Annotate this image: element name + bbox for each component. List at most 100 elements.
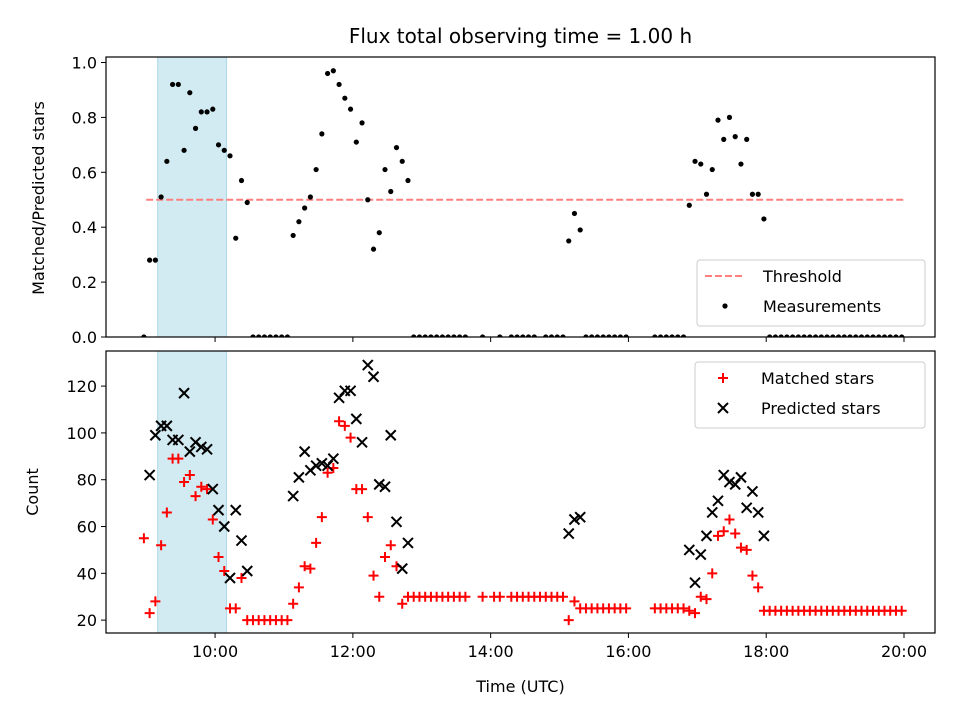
measurement-point bbox=[336, 81, 342, 88]
measurement-point bbox=[663, 334, 669, 337]
predicted-star-point bbox=[207, 483, 219, 495]
predicted-star-point bbox=[184, 445, 196, 458]
legend-box bbox=[696, 259, 926, 327]
measurement-point bbox=[830, 334, 836, 337]
measurement-point bbox=[675, 334, 681, 337]
measurement-point bbox=[669, 334, 675, 337]
predicted-star-point bbox=[195, 441, 208, 453]
measurement-point bbox=[267, 334, 273, 337]
measurement-point bbox=[761, 216, 767, 222]
matched-star-point bbox=[156, 540, 167, 551]
measurement-point bbox=[864, 334, 870, 337]
measurement-point bbox=[767, 334, 773, 337]
measurement-point bbox=[543, 334, 549, 337]
measurement-point bbox=[497, 334, 503, 337]
measurement-point bbox=[790, 334, 796, 337]
measurement-point bbox=[686, 202, 692, 208]
measurement-point bbox=[382, 166, 388, 173]
matched-star-point bbox=[477, 591, 488, 602]
measurement-point bbox=[514, 334, 520, 337]
measurement-point bbox=[755, 191, 761, 197]
measurement-point bbox=[296, 219, 302, 225]
measurement-point bbox=[175, 81, 181, 88]
matched-star-point bbox=[305, 563, 316, 574]
matched-star-point bbox=[334, 416, 345, 427]
predicted-star-point bbox=[367, 371, 380, 383]
legend-box bbox=[694, 361, 926, 429]
measurement-point bbox=[835, 334, 842, 337]
predicted-star-point bbox=[735, 471, 747, 484]
measurement-point bbox=[411, 334, 417, 337]
matched-star-point bbox=[207, 514, 218, 525]
matched-star-point bbox=[345, 432, 356, 443]
measurement-point bbox=[325, 70, 331, 77]
predicted-star-point bbox=[316, 457, 328, 470]
legend-label: Predicted stars bbox=[761, 399, 881, 418]
measurement-point bbox=[319, 131, 325, 137]
matched-star-point bbox=[161, 507, 172, 518]
matched-star-point bbox=[718, 526, 729, 537]
measurement-point bbox=[256, 334, 262, 337]
matched-star-point bbox=[357, 484, 368, 495]
matched-star-point bbox=[316, 512, 327, 523]
measurement-point bbox=[370, 246, 377, 252]
measurement-point bbox=[807, 334, 813, 337]
predicted-star-point bbox=[574, 511, 586, 523]
y-tick-label: 20 bbox=[77, 611, 97, 630]
predicted-star-point bbox=[695, 548, 707, 561]
matched-star-point bbox=[184, 470, 195, 481]
measurement-point bbox=[858, 334, 865, 337]
measurement-point bbox=[480, 334, 486, 337]
predicted-star-point bbox=[287, 490, 299, 502]
measurement-point bbox=[227, 153, 233, 159]
measurement-point bbox=[158, 194, 164, 200]
measurement-point bbox=[876, 334, 882, 337]
measurement-point bbox=[612, 334, 618, 337]
measurement-point bbox=[290, 232, 296, 239]
y-tick-label: 0.0 bbox=[72, 328, 97, 347]
measurement-point bbox=[353, 139, 359, 145]
x-axis-label: Time (UTC) bbox=[475, 677, 564, 696]
matched-star-point bbox=[712, 530, 723, 541]
measurement-point bbox=[388, 188, 394, 195]
measurement-point bbox=[824, 334, 830, 337]
measurement-point bbox=[703, 191, 710, 197]
y-tick-label: 120 bbox=[66, 377, 97, 396]
matched-star-point bbox=[374, 591, 385, 602]
measurement-point bbox=[566, 238, 572, 244]
y-tick-label: 0.8 bbox=[72, 108, 97, 127]
legend-label: Threshold bbox=[762, 267, 842, 286]
measurement-point bbox=[169, 81, 176, 88]
measurement-point bbox=[841, 334, 847, 337]
matched-star-point bbox=[753, 582, 764, 593]
measurement-point bbox=[164, 158, 170, 164]
matched-star-point bbox=[311, 537, 322, 548]
predicted-star-point bbox=[390, 516, 403, 528]
measurement-point bbox=[870, 334, 876, 337]
measurement-point bbox=[192, 125, 199, 131]
legend-label: Matched stars bbox=[761, 369, 874, 388]
matched-star-point bbox=[557, 591, 568, 602]
x-tick-label: 18:00 bbox=[743, 642, 789, 661]
predicted-star-point bbox=[161, 420, 173, 432]
matched-star-point bbox=[684, 605, 695, 616]
predicted-star-point bbox=[178, 387, 190, 399]
measurement-point bbox=[778, 334, 784, 337]
measurement-point bbox=[520, 334, 526, 337]
matched-star-point bbox=[460, 591, 471, 602]
measurement-point bbox=[548, 334, 555, 337]
plot-area bbox=[138, 351, 907, 633]
measurement-point bbox=[187, 90, 193, 96]
measurement-point bbox=[715, 117, 721, 123]
measurement-point bbox=[732, 134, 738, 140]
measurement-point bbox=[365, 197, 371, 203]
measurement-point bbox=[416, 334, 423, 337]
matched-star-point bbox=[896, 605, 907, 616]
measurement-point bbox=[801, 334, 807, 337]
y-tick-label: 0.4 bbox=[72, 218, 97, 237]
measurement-point bbox=[589, 334, 595, 337]
predicted-star-point bbox=[683, 544, 695, 556]
matched-star-point bbox=[707, 568, 718, 579]
measurement-point bbox=[342, 95, 348, 101]
y-tick-label: 0.6 bbox=[72, 163, 97, 182]
